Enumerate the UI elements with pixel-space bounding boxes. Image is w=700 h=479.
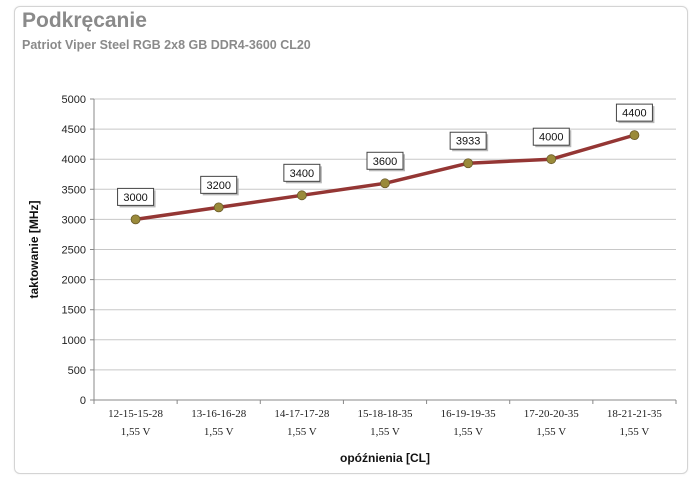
- data-label-0: 3000: [123, 192, 147, 204]
- x-axis-ticks: 12-15-15-28 1,55 V13-16-16-28 1,55 V14-17-…: [93, 400, 677, 438]
- x-tick-label-2: 14-17-17-28 1,55 V: [274, 408, 329, 438]
- x-tick-label-3: 15-18-18-35 1,55 V: [358, 408, 413, 438]
- data-label-box-3: [366, 151, 404, 170]
- series-line: [130, 130, 640, 225]
- x-tick-label-timing: 17-20-20-35: [524, 408, 579, 420]
- x-tick-label-5: 17-20-20-35 1,55 V: [524, 408, 579, 438]
- y-tick-label-1: 500: [68, 365, 86, 377]
- y-tick-label-9: 4500: [62, 124, 86, 136]
- x-tick-label-1: 13-16-16-28 1,55 V: [191, 408, 246, 438]
- y-axis-ticks: 0 500 1000 1500 2000 2500 3000 3500 4000 4500 5000: [62, 94, 94, 407]
- data-label-5: 4000: [539, 132, 563, 144]
- y-tick-label-0: 0: [80, 395, 86, 407]
- y-axis-title: taktowanie [MHz]: [27, 200, 41, 298]
- data-point-5: [546, 154, 557, 165]
- x-tick-label-voltage: 1,55 V: [453, 426, 483, 438]
- data-label-box-6: [615, 103, 653, 122]
- x-tick-label-timing: 15-18-18-35: [358, 408, 413, 420]
- axes: [93, 99, 676, 401]
- x-tick-label-timing: 12-15-15-28: [108, 408, 163, 420]
- grid-lines: [94, 98, 676, 401]
- x-tick-label-voltage: 1,55 V: [370, 426, 400, 438]
- y-tick-label-7: 3500: [62, 184, 86, 196]
- chart-title: Podkręcanie: [22, 9, 147, 32]
- data-label-box-1: [200, 175, 238, 194]
- x-tick-label-4: 16-19-19-35 1,55 V: [441, 408, 496, 438]
- data-point-6: [629, 130, 640, 141]
- x-tick-label-voltage: 1,55 V: [287, 426, 317, 438]
- x-tick-label-voltage: 1,55 V: [536, 426, 566, 438]
- data-label-box-2: [283, 163, 321, 182]
- data-point-2: [296, 190, 307, 201]
- x-tick-label-timing: 13-16-16-28: [191, 408, 246, 420]
- data-label-3: 3600: [373, 156, 397, 168]
- chart-frame: [14, 6, 688, 474]
- x-tick-label-voltage: 1,55 V: [121, 426, 151, 438]
- data-point-0: [130, 214, 141, 225]
- data-label-box-4: [449, 131, 487, 150]
- x-tick-label-0: 12-15-15-28 1,55 V: [108, 408, 163, 438]
- x-tick-label-voltage: 1,55 V: [620, 426, 650, 438]
- y-tick-label-4: 2000: [62, 275, 86, 287]
- y-tick-label-10: 5000: [62, 94, 86, 106]
- data-label-2: 3400: [290, 168, 314, 180]
- x-tick-label-voltage: 1,55 V: [204, 426, 234, 438]
- x-tick-label-timing: 16-19-19-35: [441, 408, 496, 420]
- y-tick-label-6: 3000: [62, 214, 86, 226]
- y-tick-label-3: 1500: [62, 305, 86, 317]
- data-label-4: 3933: [456, 136, 480, 148]
- x-tick-label-timing: 18-21-21-35: [607, 408, 662, 420]
- x-tick-label-6: 18-21-21-35 1,55 V: [607, 408, 662, 438]
- data-label-box-0: [117, 187, 155, 206]
- y-tick-label-5: 2500: [62, 245, 86, 257]
- data-point-4: [463, 158, 474, 169]
- data-point-1: [213, 202, 224, 213]
- data-point-3: [380, 178, 390, 189]
- y-tick-label-2: 1000: [62, 335, 86, 347]
- x-tick-label-timing: 14-17-17-28: [274, 408, 329, 420]
- x-axis-title: opóźnienia [CL]: [340, 451, 430, 465]
- data-label-box-5: [532, 127, 570, 146]
- data-label-6: 4400: [622, 108, 646, 120]
- chart-subtitle: Patriot Viper Steel RGB 2x8 GB DDR4-3600…: [22, 38, 311, 52]
- data-labels: 3000 3200 3400 3600 3933 4000 4400: [117, 103, 655, 208]
- data-label-1: 3200: [206, 180, 230, 192]
- y-tick-label-8: 4000: [62, 154, 86, 166]
